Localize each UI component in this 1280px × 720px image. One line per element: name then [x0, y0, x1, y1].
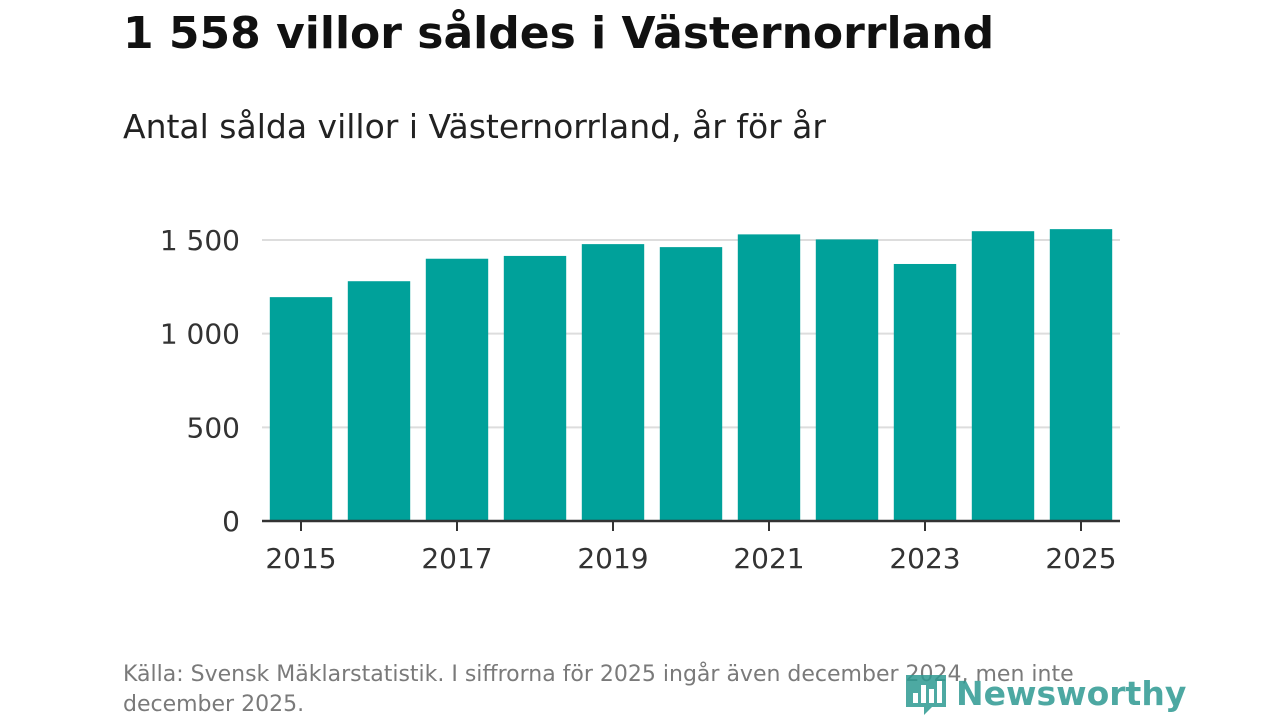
y-axis-labels: 0 500 1 000 1 500	[160, 224, 240, 538]
bar-2021	[737, 234, 801, 521]
bar-2015	[269, 297, 333, 521]
y-tick-label: 500	[187, 411, 240, 444]
bar-2022	[815, 239, 879, 522]
y-tick-label: 1 000	[160, 318, 240, 351]
bar-2018	[503, 255, 567, 521]
bar-2019	[581, 244, 645, 521]
bar-2023	[893, 263, 957, 521]
y-tick-label: 1 500	[160, 224, 240, 257]
y-tick-label: 0	[222, 505, 240, 538]
x-axis-ticks: 2015 2017 2019 2021 2023 2025	[265, 521, 1117, 575]
x-tick-label: 2023	[889, 542, 960, 575]
brand-name: Newsworthy	[956, 673, 1187, 713]
headline: 1 558 villor såldes i Västernorrland	[123, 8, 995, 59]
bar-2024	[971, 231, 1035, 522]
x-tick-label: 2021	[733, 542, 804, 575]
bar-2020	[659, 247, 723, 522]
chart-title: Antal sålda villor i Västernorrland, år …	[123, 107, 826, 146]
bar-2016	[347, 281, 411, 521]
bars	[269, 229, 1113, 522]
x-tick-label: 2017	[421, 542, 492, 575]
x-tick-label: 2015	[265, 542, 336, 575]
newsworthy-logo-icon	[906, 675, 946, 715]
bar-2017	[425, 258, 489, 521]
x-tick-label: 2025	[1045, 542, 1116, 575]
brand-logo: Newsworthy	[904, 668, 1186, 718]
bar-2025	[1049, 229, 1113, 521]
x-tick-label: 2019	[577, 542, 648, 575]
